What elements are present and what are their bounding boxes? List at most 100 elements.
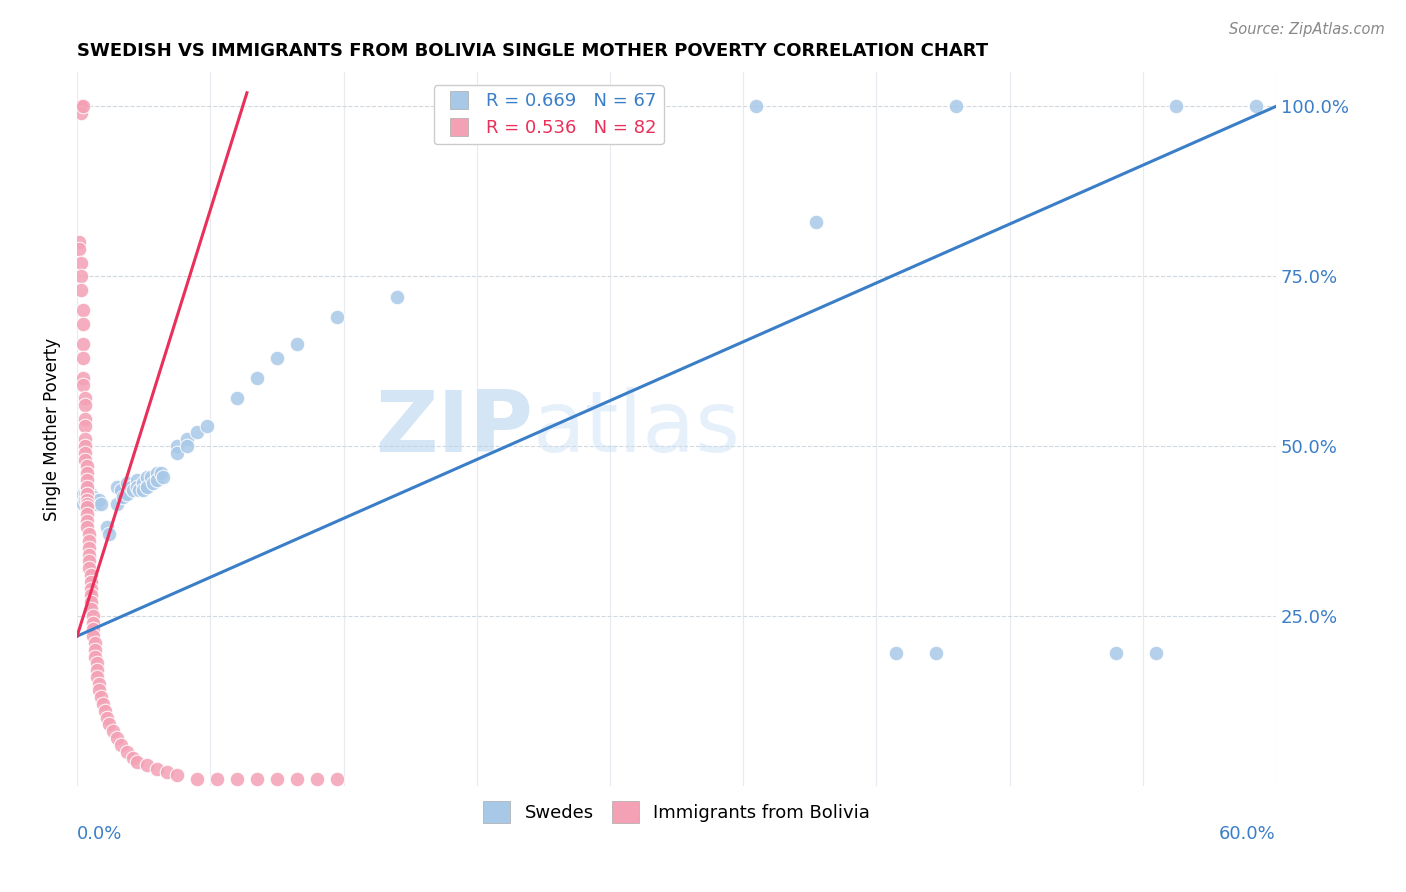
Point [67, 242, 90, 256]
Point [72, 371, 94, 385]
Point [76, 520, 98, 534]
Point [82, 623, 104, 637]
Point [75, 412, 97, 426]
Point [115, 745, 138, 759]
Point [72, 486, 94, 500]
Point [94, 704, 117, 718]
Point [195, 418, 218, 433]
Point [1164, 99, 1187, 113]
Point [128, 483, 150, 497]
Point [70, 269, 93, 284]
Point [76, 483, 98, 497]
Point [246, 371, 269, 385]
Point [1244, 99, 1267, 113]
Point [110, 738, 132, 752]
Point [176, 432, 198, 446]
Point [86, 663, 108, 677]
Point [72, 497, 94, 511]
Point [90, 497, 112, 511]
Text: Source: ZipAtlas.com: Source: ZipAtlas.com [1229, 22, 1385, 37]
Point [75, 398, 97, 412]
Point [76, 486, 98, 500]
Point [105, 480, 128, 494]
Point [98, 717, 121, 731]
Point [112, 490, 135, 504]
Point [76, 493, 98, 508]
Point [72, 351, 94, 365]
Point [150, 466, 173, 480]
Point [80, 595, 103, 609]
Point [136, 469, 159, 483]
Point [166, 439, 188, 453]
Point [77, 541, 100, 555]
Point [945, 99, 967, 113]
Point [76, 497, 98, 511]
Point [75, 392, 97, 406]
Point [70, 490, 93, 504]
Point [75, 446, 97, 460]
Point [115, 476, 138, 491]
Point [122, 483, 145, 497]
Point [105, 497, 128, 511]
Text: SWEDISH VS IMMIGRANTS FROM BOLIVIA SINGLE MOTHER POVERTY CORRELATION CHART: SWEDISH VS IMMIGRANTS FROM BOLIVIA SINGL… [77, 42, 988, 60]
Point [101, 724, 124, 739]
Point [86, 657, 108, 671]
Point [77, 497, 100, 511]
Point [77, 527, 100, 541]
Point [465, 99, 488, 113]
Point [132, 483, 155, 497]
Point [80, 574, 103, 589]
Point [67, 235, 90, 250]
Point [136, 480, 159, 494]
Text: 60.0%: 60.0% [1219, 825, 1277, 843]
Point [91, 697, 114, 711]
Point [87, 493, 110, 508]
Point [82, 490, 104, 504]
Point [67, 99, 90, 113]
Point [75, 486, 97, 500]
Point [226, 772, 249, 786]
Point [84, 493, 107, 508]
Point [110, 483, 132, 497]
Text: ZIP: ZIP [375, 387, 533, 470]
Point [70, 99, 93, 113]
Point [77, 486, 100, 500]
Point [125, 755, 148, 769]
Point [87, 676, 110, 690]
Point [96, 711, 118, 725]
Point [80, 582, 103, 596]
Point [146, 762, 169, 776]
Point [152, 469, 174, 483]
Point [82, 497, 104, 511]
Point [246, 772, 269, 786]
Point [266, 351, 288, 365]
Point [76, 473, 98, 487]
Point [285, 772, 308, 786]
Point [75, 439, 97, 453]
Point [120, 480, 142, 494]
Point [86, 497, 108, 511]
Point [70, 255, 93, 269]
Point [84, 636, 107, 650]
Point [77, 534, 100, 549]
Point [166, 446, 188, 460]
Point [884, 646, 907, 660]
Point [226, 392, 249, 406]
Point [485, 99, 508, 113]
Point [76, 500, 98, 514]
Point [76, 493, 98, 508]
Text: atlas: atlas [533, 387, 741, 470]
Point [76, 514, 98, 528]
Point [80, 588, 103, 602]
Point [82, 615, 104, 630]
Point [67, 490, 90, 504]
Point [75, 418, 97, 433]
Point [82, 629, 104, 643]
Point [75, 452, 97, 467]
Point [136, 758, 159, 772]
Y-axis label: Single Mother Poverty: Single Mother Poverty [44, 337, 60, 521]
Point [72, 337, 94, 351]
Point [90, 690, 112, 705]
Point [326, 310, 349, 324]
Point [146, 473, 169, 487]
